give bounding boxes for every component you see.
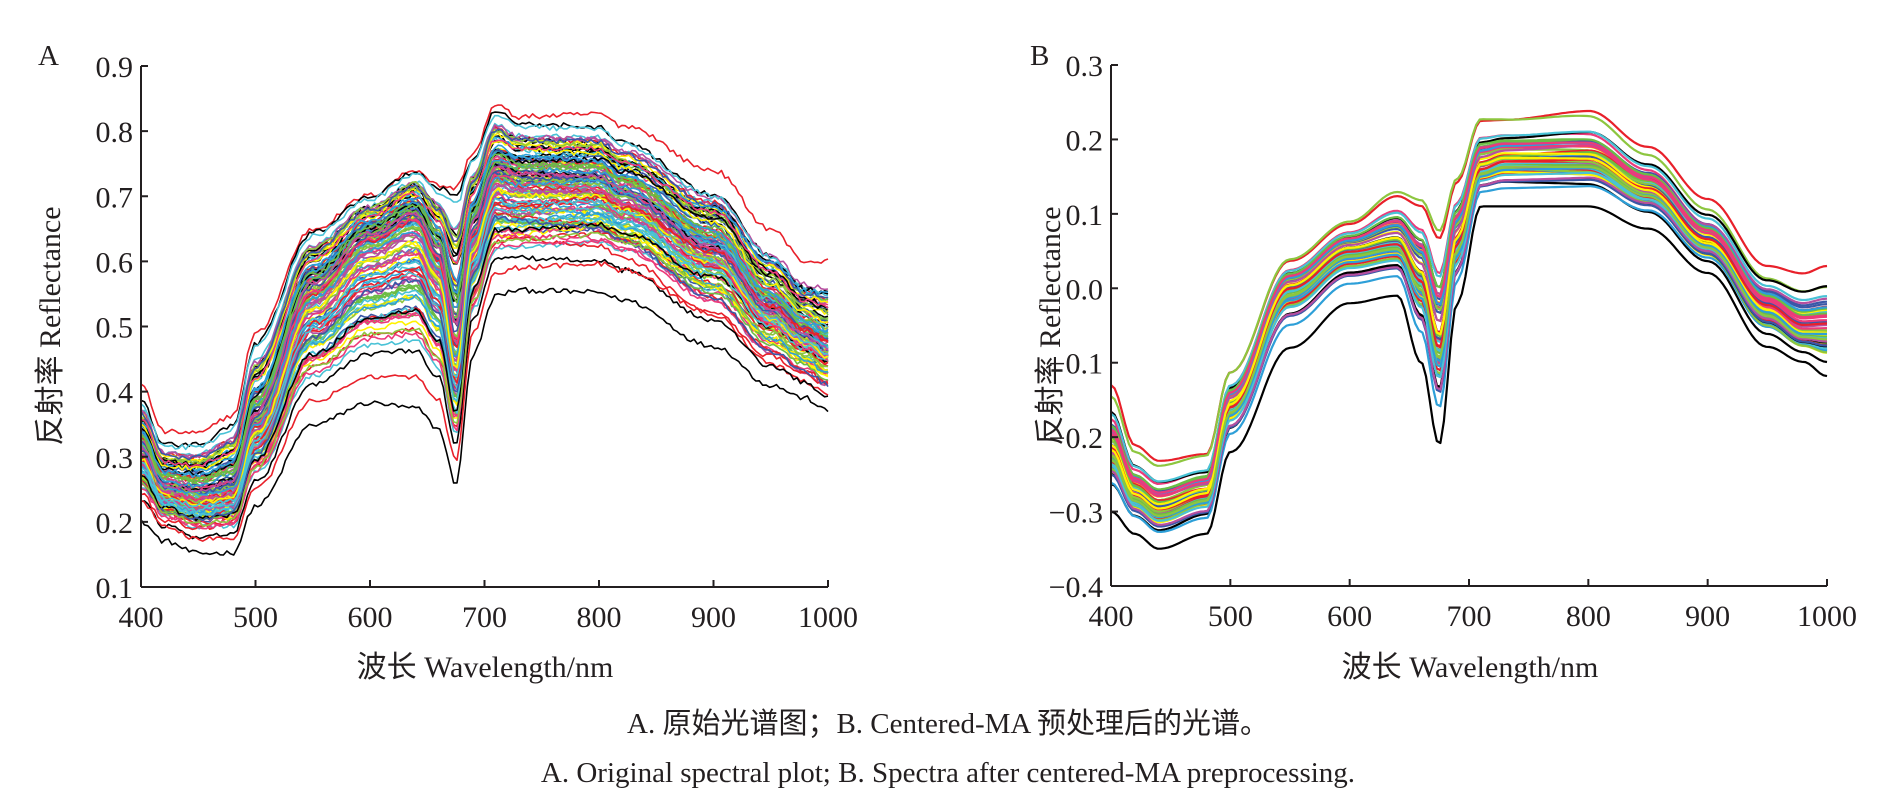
spectrum-line	[140, 169, 829, 496]
panel-b-axes	[1110, 64, 1828, 587]
spectrum-line	[140, 124, 829, 459]
x-tick-label: 800	[577, 601, 622, 634]
panel-a-x-axis-label: 波长 Wavelength/nm	[357, 651, 614, 684]
panel-a-y-tick-labels: 0.1 0.2 0.3 0.4 0.5 0.6 0.7 0.8 0.9	[96, 51, 134, 605]
spectrum-line	[140, 286, 829, 556]
spectrum-line	[140, 150, 829, 472]
panel-a-axes	[140, 65, 829, 588]
x-tick-label: 900	[1685, 600, 1730, 633]
x-tick-label: 900	[691, 601, 736, 634]
spectrum-line	[140, 128, 829, 461]
y-tick-label: 0.2	[1066, 124, 1104, 157]
y-tick-label: 0.0	[1066, 273, 1104, 306]
panel-b-y-axis-label: 反射率 Reflectance	[1034, 206, 1067, 445]
spectrum-line	[1110, 205, 1828, 550]
x-tick-label: 500	[233, 601, 278, 634]
panel-a-spectral-lines	[140, 104, 829, 556]
y-tick-label: 0.5	[96, 312, 134, 345]
y-tick-label: 0.4	[96, 377, 134, 410]
panel-a-original-spectra: A 0.1 0.2 0.3 0.4 0.5 0.6 0.7 0.8 0.9 400 500 600 7…	[34, 40, 858, 684]
y-tick-label: 0.3	[96, 442, 134, 475]
y-tick-label: 0.3	[1066, 50, 1104, 83]
spectrum-line	[140, 188, 829, 505]
spectrum-line	[1110, 130, 1828, 483]
x-tick-label: 400	[119, 601, 164, 634]
spectrum-line	[140, 139, 829, 468]
spectrum-line	[140, 144, 829, 479]
x-tick-label: 600	[1327, 600, 1372, 633]
spectrum-line	[1110, 165, 1828, 517]
spectrum-line	[140, 176, 829, 496]
y-tick-label: 0.6	[96, 246, 134, 279]
spectrum-line	[140, 214, 829, 522]
x-tick-label: 700	[462, 601, 507, 634]
y-tick-label: 0.1	[1066, 199, 1104, 232]
panel-a-x-tick-labels: 400 500 600 700 800 900 1000	[119, 601, 859, 634]
x-tick-label: 400	[1089, 600, 1134, 633]
spectrum-line	[140, 254, 829, 540]
spectrum-line	[1110, 176, 1828, 526]
spectrum-line	[1110, 114, 1828, 467]
panel-b-y-tick-labels: −0.4 −0.3 −0.2 −0.1 0.0 0.1 0.2 0.3	[1049, 50, 1103, 604]
panel-label-b: B	[1030, 40, 1049, 72]
panel-b-x-axis-label: 波长 Wavelength/nm	[1342, 651, 1599, 684]
x-tick-label: 1000	[1797, 600, 1857, 633]
y-tick-label: −0.1	[1049, 348, 1103, 381]
panel-b-centered-ma-spectra: B −0.4 −0.3 −0.2 −0.1 0.0 0.1 0.2 0.3 400 500 600…	[1030, 40, 1857, 684]
spectrum-line	[140, 197, 829, 507]
spectrum-line	[140, 114, 829, 451]
x-tick-label: 800	[1566, 600, 1611, 633]
y-tick-label: −0.3	[1049, 497, 1103, 530]
spectrum-line	[140, 233, 829, 528]
figure-caption-english: A. Original spectral plot; B. Spectra af…	[540, 757, 1356, 789]
spectrum-line	[1110, 156, 1827, 510]
y-tick-label: 0.1	[96, 572, 134, 605]
x-tick-label: 600	[348, 601, 393, 634]
panel-label-a: A	[38, 40, 59, 72]
y-tick-label: 0.9	[96, 51, 134, 84]
spectrum-line	[1110, 185, 1828, 533]
spectrum-line	[140, 206, 829, 513]
spectrum-line	[140, 153, 829, 482]
spectrum-line	[1110, 141, 1828, 494]
y-tick-label: 0.2	[96, 507, 134, 540]
spectrum-line	[140, 111, 829, 448]
spectrum-line	[140, 260, 829, 542]
y-tick-label: 0.7	[96, 181, 134, 214]
panel-a-y-axis-label: 反射率 Reflectance	[34, 206, 67, 445]
x-tick-label: 1000	[798, 601, 858, 634]
figure-caption-chinese: A. 原始光谱图；B. Centered-MA 预处理后的光谱。	[627, 708, 1269, 740]
x-tick-label: 700	[1447, 600, 1492, 633]
spectrum-line	[140, 231, 829, 527]
y-tick-label: 0.8	[96, 116, 134, 149]
panel-b-spectral-lines	[1110, 109, 1828, 550]
x-tick-label: 500	[1208, 600, 1253, 633]
spectrum-line	[1110, 144, 1828, 497]
panel-b-x-tick-labels: 400 500 600 700 800 900 1000	[1089, 600, 1858, 633]
spectrum-line	[140, 215, 829, 518]
y-tick-label: −0.2	[1049, 422, 1103, 455]
spectrum-line	[140, 104, 829, 435]
spectrum-line	[140, 165, 829, 493]
y-tick-label: −0.4	[1049, 571, 1103, 604]
